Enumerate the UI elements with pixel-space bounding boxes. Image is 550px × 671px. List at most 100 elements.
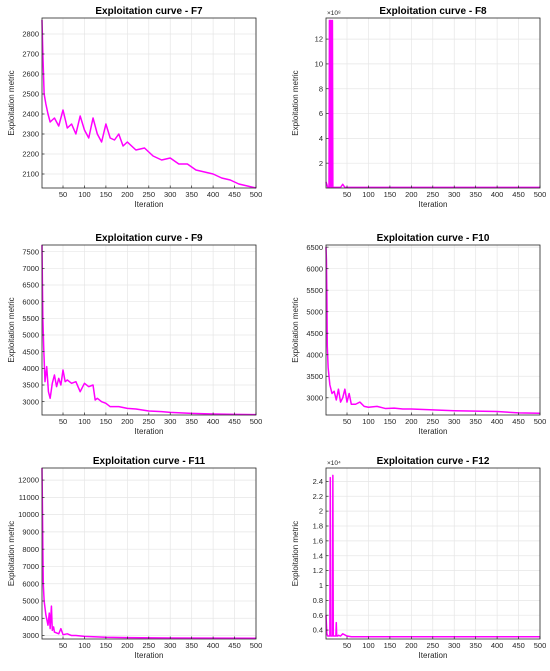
x-tick-label: 350 (185, 190, 198, 199)
y-tick-label: 5500 (22, 314, 39, 323)
chart-panel-2: 50 100 150 200 250 300 350 400 450 500 2 4 6 8 10 12 ×10… (291, 6, 546, 209)
y-tick-label: 2400 (22, 110, 39, 119)
x-tick-label: 350 (469, 641, 482, 650)
x-tick-label: 100 (78, 190, 91, 199)
y-tick-label: 3000 (22, 631, 39, 640)
x-tick-label: 100 (362, 190, 375, 199)
chart-title: Exploitation curve - F7 (95, 6, 203, 17)
y-tick-label: 2100 (22, 170, 39, 179)
x-axis-label: Iteration (419, 427, 448, 436)
y-axis-label: Exploitation metric (291, 521, 300, 586)
y-tick-label: 8 (319, 84, 323, 93)
y-tick-label: 2 (319, 507, 323, 516)
x-tick-label: 500 (534, 190, 547, 199)
x-tick-label: 400 (207, 417, 220, 426)
chart-panel-3: 50 100 150 200 250 300 350 400 450 500 3000 3500 400… (7, 233, 262, 436)
x-axis-label: Iteration (135, 200, 164, 209)
y-tick-label: 7000 (22, 264, 39, 273)
x-tick-label: 50 (343, 417, 351, 426)
y-tick-label: 3500 (306, 372, 323, 381)
x-tick-label: 250 (427, 417, 440, 426)
series-line (325, 247, 541, 415)
chart-title: Exploitation curve - F10 (377, 233, 490, 244)
y-tick-label: 1.8 (313, 522, 323, 531)
x-tick-label: 500 (250, 417, 263, 426)
y-tick-label: 5000 (22, 597, 39, 606)
y-tick-label: 6 (319, 109, 323, 118)
x-tick-label: 50 (59, 417, 67, 426)
y-axis-label: Exploitation metric (7, 297, 16, 362)
x-axis-label: Iteration (419, 651, 448, 660)
y-tick-label: 2500 (22, 90, 39, 99)
x-tick-label: 450 (512, 190, 525, 199)
y-tick-label: 10000 (18, 510, 39, 519)
chart-title: Exploitation curve - F12 (377, 456, 490, 467)
y-tick-label: 3000 (306, 393, 323, 402)
y-tick-label: 0.4 (313, 626, 323, 635)
x-tick-label: 400 (491, 641, 504, 650)
y-tick-label: 6000 (22, 297, 39, 306)
x-tick-label: 400 (491, 417, 504, 426)
x-tick-label: 250 (143, 190, 156, 199)
x-tick-label: 500 (534, 641, 547, 650)
x-tick-label: 500 (250, 190, 263, 199)
x-tick-label: 250 (427, 641, 440, 650)
x-tick-label: 100 (362, 417, 375, 426)
y-tick-label: 2300 (22, 130, 39, 139)
series-line (41, 467, 257, 640)
chart-panel-1: 50 100 150 200 250 300 350 400 450 500 2100 2200 230… (7, 6, 262, 209)
y-tick-label: 6500 (22, 281, 39, 290)
x-tick-label: 150 (384, 190, 397, 199)
x-axis-label: Iteration (135, 427, 164, 436)
y-exponent-label: ×10⁸ (327, 10, 341, 17)
x-tick-label: 350 (185, 641, 198, 650)
y-tick-label: 2 (319, 159, 323, 168)
x-tick-label: 250 (427, 190, 440, 199)
x-tick-label: 250 (143, 417, 156, 426)
x-tick-label: 500 (250, 641, 263, 650)
y-tick-label: 5500 (306, 286, 323, 295)
y-tick-label: 2.2 (313, 492, 323, 501)
y-tick-label: 7500 (22, 247, 39, 256)
series-line (325, 474, 540, 638)
y-tick-label: 11000 (19, 493, 39, 502)
x-tick-label: 200 (405, 417, 418, 426)
y-tick-label: 6000 (22, 579, 39, 588)
x-tick-label: 100 (362, 641, 375, 650)
x-axis-label: Iteration (135, 651, 164, 660)
y-tick-label: 5000 (22, 331, 39, 340)
chart-title: Exploitation curve - F9 (95, 233, 203, 244)
y-tick-label: 6500 (306, 243, 323, 252)
x-tick-label: 300 (164, 641, 177, 650)
y-tick-label: 9000 (22, 528, 39, 537)
y-tick-label: 4 (319, 134, 323, 143)
x-tick-label: 150 (100, 641, 113, 650)
y-tick-label: 8000 (22, 545, 39, 554)
series-line (325, 19, 540, 189)
y-tick-label: 1.6 (313, 536, 323, 545)
y-tick-label: 3500 (22, 381, 39, 390)
x-tick-label: 400 (207, 641, 220, 650)
series-line (41, 244, 257, 416)
x-tick-label: 150 (384, 417, 397, 426)
chart-panel-5: 50 100 150 200 250 300 350 400 450 500 3000 4000 500… (7, 456, 262, 660)
x-axis-label: Iteration (419, 200, 448, 209)
x-tick-label: 300 (164, 417, 177, 426)
y-tick-label: 2.4 (313, 477, 323, 486)
y-tick-label: 1.4 (313, 551, 323, 560)
x-tick-label: 100 (78, 641, 91, 650)
x-tick-label: 300 (448, 641, 461, 650)
y-axis-label: Exploitation metric (291, 70, 300, 135)
y-tick-label: 4000 (22, 614, 39, 623)
x-tick-label: 300 (164, 190, 177, 199)
x-tick-label: 200 (121, 641, 134, 650)
y-tick-label: 4500 (306, 329, 323, 338)
chart-title: Exploitation curve - F11 (93, 456, 206, 467)
x-tick-label: 450 (228, 641, 241, 650)
y-tick-label: 12 (315, 35, 323, 44)
y-tick-label: 0.8 (313, 596, 323, 605)
series-line (41, 19, 257, 189)
y-tick-label: 5000 (306, 307, 323, 316)
